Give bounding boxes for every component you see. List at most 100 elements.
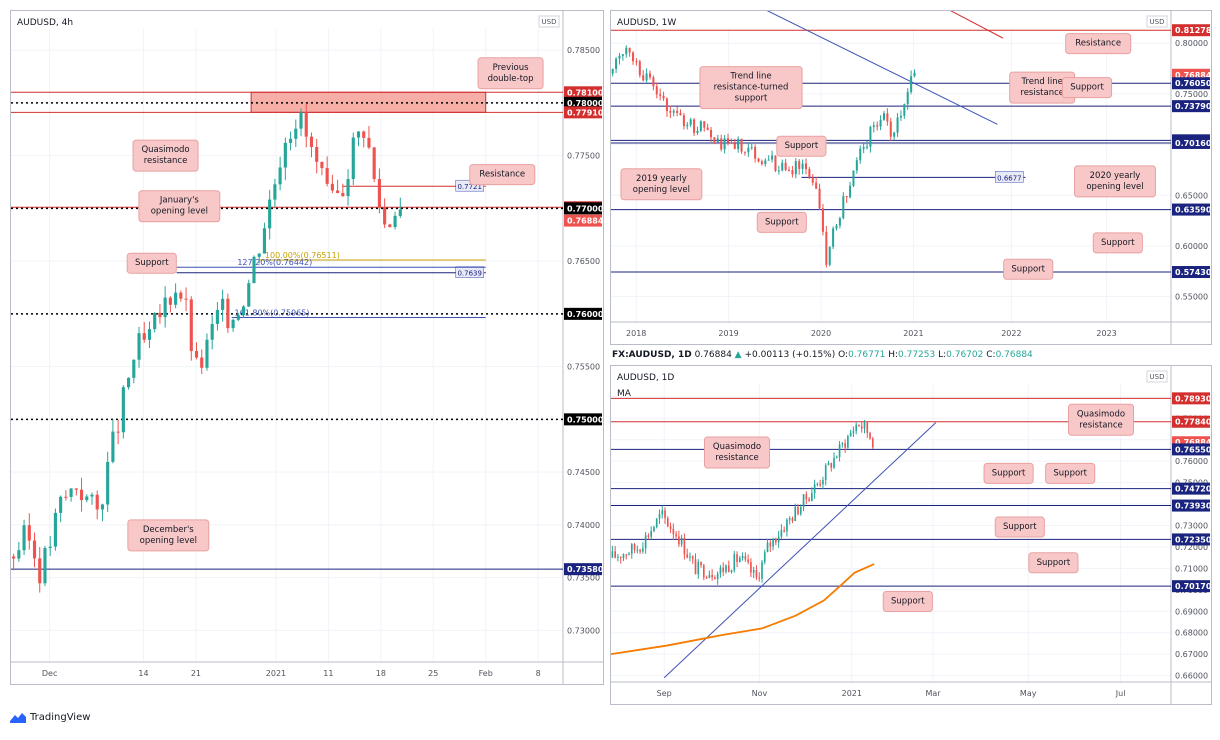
annotation-label: resistance-turned bbox=[714, 83, 789, 93]
chart-4h[interactable]: 0.78500 0.78000 0.77500 0.77000 0.76500 0.760… bbox=[11, 11, 603, 684]
candle-body bbox=[675, 534, 677, 537]
candle-body bbox=[797, 506, 799, 515]
candle-body bbox=[714, 577, 716, 580]
candle-body bbox=[705, 577, 708, 579]
candle-body bbox=[247, 283, 251, 307]
annotation-callout bbox=[469, 164, 536, 186]
price-badge-label: 0.78100 bbox=[567, 88, 603, 97]
candle-body bbox=[766, 542, 769, 553]
x-tick-label: 2018 bbox=[626, 329, 646, 338]
candle-body bbox=[844, 443, 846, 448]
candle-body bbox=[869, 126, 872, 147]
annotation-label: Quasimodo bbox=[141, 145, 189, 155]
chart-panel-4h[interactable]: 0.78500 0.78000 0.77500 0.77000 0.76500 0.760… bbox=[10, 10, 604, 685]
candle-body bbox=[64, 496, 68, 498]
candle-body bbox=[686, 124, 689, 127]
y-tick-label: 0.55000 bbox=[1175, 293, 1208, 302]
candle-body bbox=[664, 510, 666, 519]
candle-body bbox=[611, 551, 614, 558]
candle-body bbox=[791, 170, 794, 175]
annotation-label: Support bbox=[765, 217, 799, 227]
tradingview-branding[interactable]: TradingView bbox=[10, 711, 90, 723]
candle-body bbox=[767, 159, 770, 161]
up-arrow-icon: ▲ bbox=[734, 350, 742, 360]
candle-body bbox=[299, 112, 303, 129]
annotation-callout bbox=[1003, 258, 1054, 280]
candle-body bbox=[838, 218, 841, 226]
candle-body bbox=[847, 436, 849, 448]
candle-body bbox=[672, 528, 675, 535]
x-tick-label: Feb bbox=[479, 669, 493, 678]
candle-body bbox=[713, 137, 716, 143]
price-badge-label: 0.76884 bbox=[1175, 71, 1211, 80]
candle-body bbox=[686, 554, 689, 558]
candle-body bbox=[158, 312, 162, 318]
price-badge-label: 0.73930 bbox=[1175, 502, 1211, 511]
chart-panel-1w[interactable]: 0.800000.750000.700000.650000.600000.550… bbox=[610, 10, 1212, 345]
candle-body bbox=[645, 73, 648, 81]
x-tick-label: 2020 bbox=[811, 329, 831, 338]
currency-box bbox=[1146, 15, 1168, 28]
candle-body bbox=[750, 562, 752, 573]
annotation-callout bbox=[704, 436, 770, 469]
annotation-label: Support bbox=[135, 258, 169, 268]
chart-panel-1d[interactable]: 0.790000.780000.770000.760000.750000.740… bbox=[610, 365, 1212, 705]
candle-body bbox=[799, 507, 802, 515]
symbol-label: FX:AUDUSD, 1D bbox=[612, 350, 692, 360]
candle-body bbox=[633, 544, 636, 550]
candle-body bbox=[241, 306, 246, 316]
tradingview-label: TradingView bbox=[30, 711, 91, 723]
candle-body bbox=[398, 209, 402, 216]
annotation-label: resistance bbox=[144, 156, 188, 166]
candle-body bbox=[367, 137, 371, 148]
candle-body bbox=[866, 146, 869, 148]
candle-body bbox=[716, 138, 719, 143]
annotation-label: Support bbox=[1101, 238, 1135, 248]
candle-body bbox=[678, 536, 680, 545]
annotation-label: Support bbox=[1053, 468, 1087, 478]
candle-body bbox=[781, 162, 784, 171]
price-badge-label: 0.74720 bbox=[1175, 485, 1211, 494]
candle-body bbox=[236, 315, 240, 320]
y-tick-label: 0.72000 bbox=[1175, 543, 1208, 552]
y-tick-label: 0.77500 bbox=[567, 152, 600, 161]
y-tick-label: 0.73500 bbox=[567, 574, 600, 583]
x-tick-label: 14 bbox=[138, 669, 148, 678]
candle-body bbox=[74, 488, 78, 490]
price-badge bbox=[1172, 24, 1210, 37]
candle-body bbox=[262, 228, 267, 254]
candle-body bbox=[815, 182, 818, 189]
y-tick-label: 0.67000 bbox=[1175, 650, 1208, 659]
x-tick-label: May bbox=[1020, 689, 1037, 698]
price-badge-label: 0.77840 bbox=[1175, 418, 1211, 427]
candle-body bbox=[611, 68, 614, 74]
candle-body bbox=[772, 538, 774, 547]
candle-body bbox=[393, 215, 397, 227]
y-tick-label: 0.76500 bbox=[567, 257, 600, 266]
y-tick-label: 0.73000 bbox=[1175, 521, 1208, 530]
candle-body bbox=[618, 55, 621, 59]
candle-body bbox=[827, 463, 830, 466]
candle-body bbox=[791, 518, 794, 521]
annotation-label: opening level bbox=[633, 185, 690, 195]
candle-body bbox=[755, 569, 758, 578]
candle-body bbox=[650, 531, 653, 537]
chart-1d[interactable]: 0.790000.780000.770000.760000.750000.740… bbox=[611, 366, 1211, 704]
candle-body bbox=[682, 115, 685, 127]
candle-body bbox=[700, 561, 702, 566]
annotation-callout bbox=[477, 57, 544, 90]
price-badge bbox=[564, 413, 602, 426]
fib-label: 100.00%(0.76511) bbox=[265, 251, 340, 260]
price-badge bbox=[1172, 580, 1210, 593]
chart-1w[interactable]: 0.800000.750000.700000.650000.600000.550… bbox=[611, 11, 1211, 344]
price-badge bbox=[564, 86, 602, 99]
last-price: 0.76884 bbox=[694, 350, 732, 360]
candle-body bbox=[899, 115, 902, 118]
candle-body bbox=[697, 561, 700, 575]
segment-level-badge bbox=[995, 171, 1024, 183]
candle-body bbox=[625, 47, 628, 55]
x-tick-label: Jul bbox=[1115, 689, 1126, 698]
x-tick-label: 2019 bbox=[718, 329, 738, 338]
candle-body bbox=[869, 432, 871, 439]
candle-body bbox=[763, 552, 766, 563]
